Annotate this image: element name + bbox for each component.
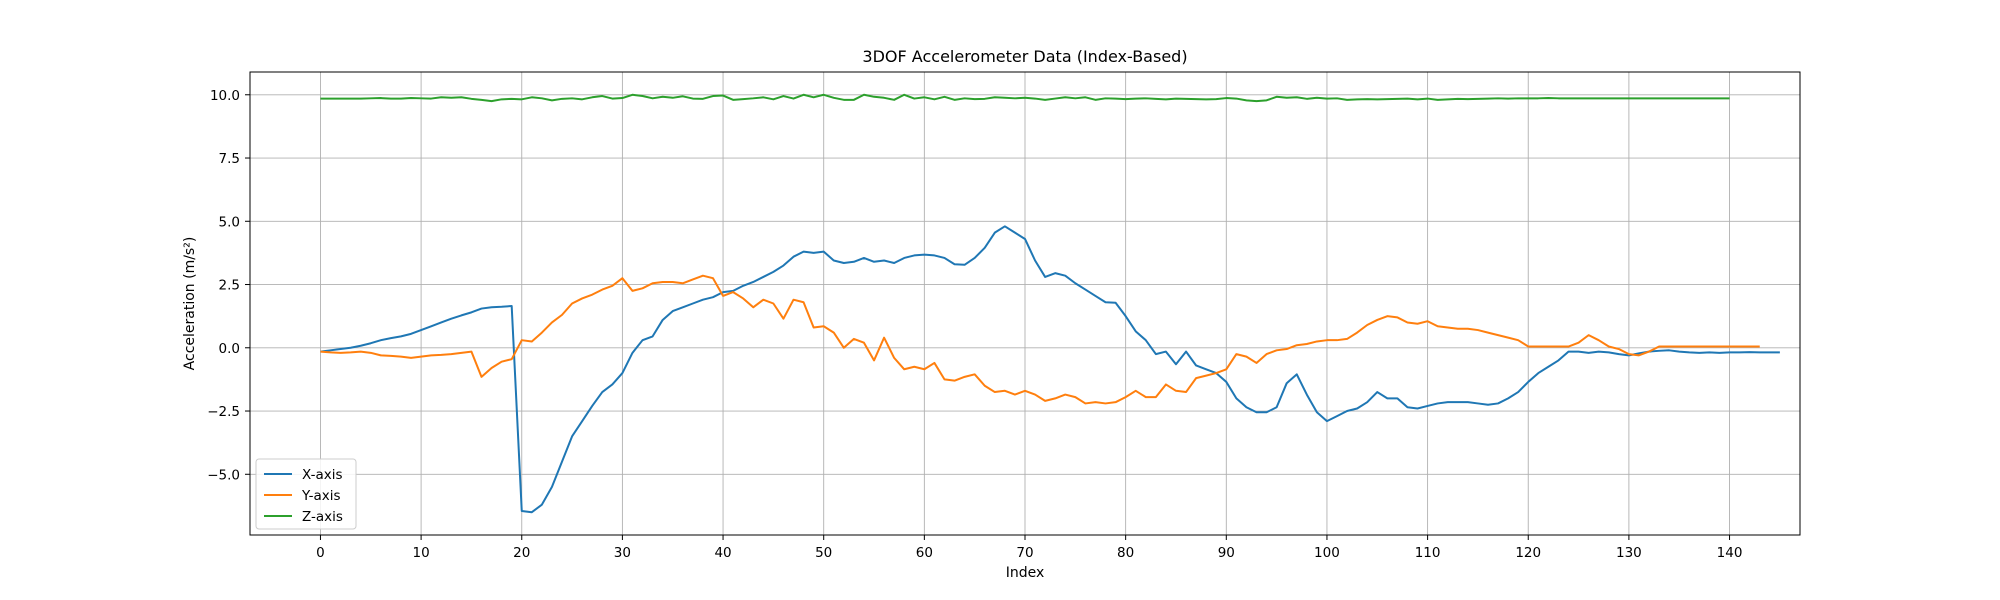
y-tick-label: 7.5 — [219, 151, 240, 167]
x-tick-label: 70 — [1016, 545, 1033, 561]
x-tick-label: 130 — [1616, 545, 1642, 561]
grid-lines — [250, 72, 1800, 535]
y-tick-label: −2.5 — [207, 404, 240, 420]
y-tick-label: 5.0 — [219, 214, 240, 230]
x-tick-label: 20 — [513, 545, 530, 561]
x-tick-label: 110 — [1415, 545, 1441, 561]
series-lines — [320, 93, 1780, 514]
x-axis-title: Index — [1006, 565, 1045, 581]
x-tick-label: 100 — [1314, 545, 1340, 561]
x-tick-label: 10 — [413, 545, 430, 561]
legend-label: X-axis — [302, 467, 343, 483]
chart-title: 3DOF Accelerometer Data (Index-Based) — [862, 47, 1187, 66]
legend-label: Z-axis — [302, 509, 343, 525]
x-tick-label: 40 — [714, 545, 731, 561]
x-tick-label: 120 — [1515, 545, 1541, 561]
x-tick-label: 80 — [1117, 545, 1134, 561]
legend-label: Y-axis — [301, 488, 341, 504]
x-tick-label: 140 — [1717, 545, 1743, 561]
y-axis-title: Acceleration (m/s²) — [182, 237, 198, 371]
legend: X-axis Y-axis Z-axis — [255, 458, 357, 530]
series-line-x-axis — [320, 225, 1780, 514]
axis-ticks: 0 10 20 30 40 50 60 70 80 90 100 110 120 130 140 −5.0 −2… — [207, 88, 1742, 561]
x-tick-label: 30 — [614, 545, 631, 561]
x-tick-label: 60 — [916, 545, 933, 561]
y-tick-label: 2.5 — [219, 278, 240, 294]
x-tick-label: 90 — [1218, 545, 1235, 561]
x-tick-label: 50 — [815, 545, 832, 561]
series-line-y-axis — [320, 274, 1760, 405]
x-tick-label: 0 — [316, 545, 325, 561]
series-line-z-axis — [320, 93, 1730, 103]
y-tick-label: 0.0 — [219, 341, 240, 357]
legend-box — [255, 458, 357, 530]
y-tick-label: 10.0 — [210, 88, 240, 104]
y-tick-label: −5.0 — [207, 467, 240, 483]
